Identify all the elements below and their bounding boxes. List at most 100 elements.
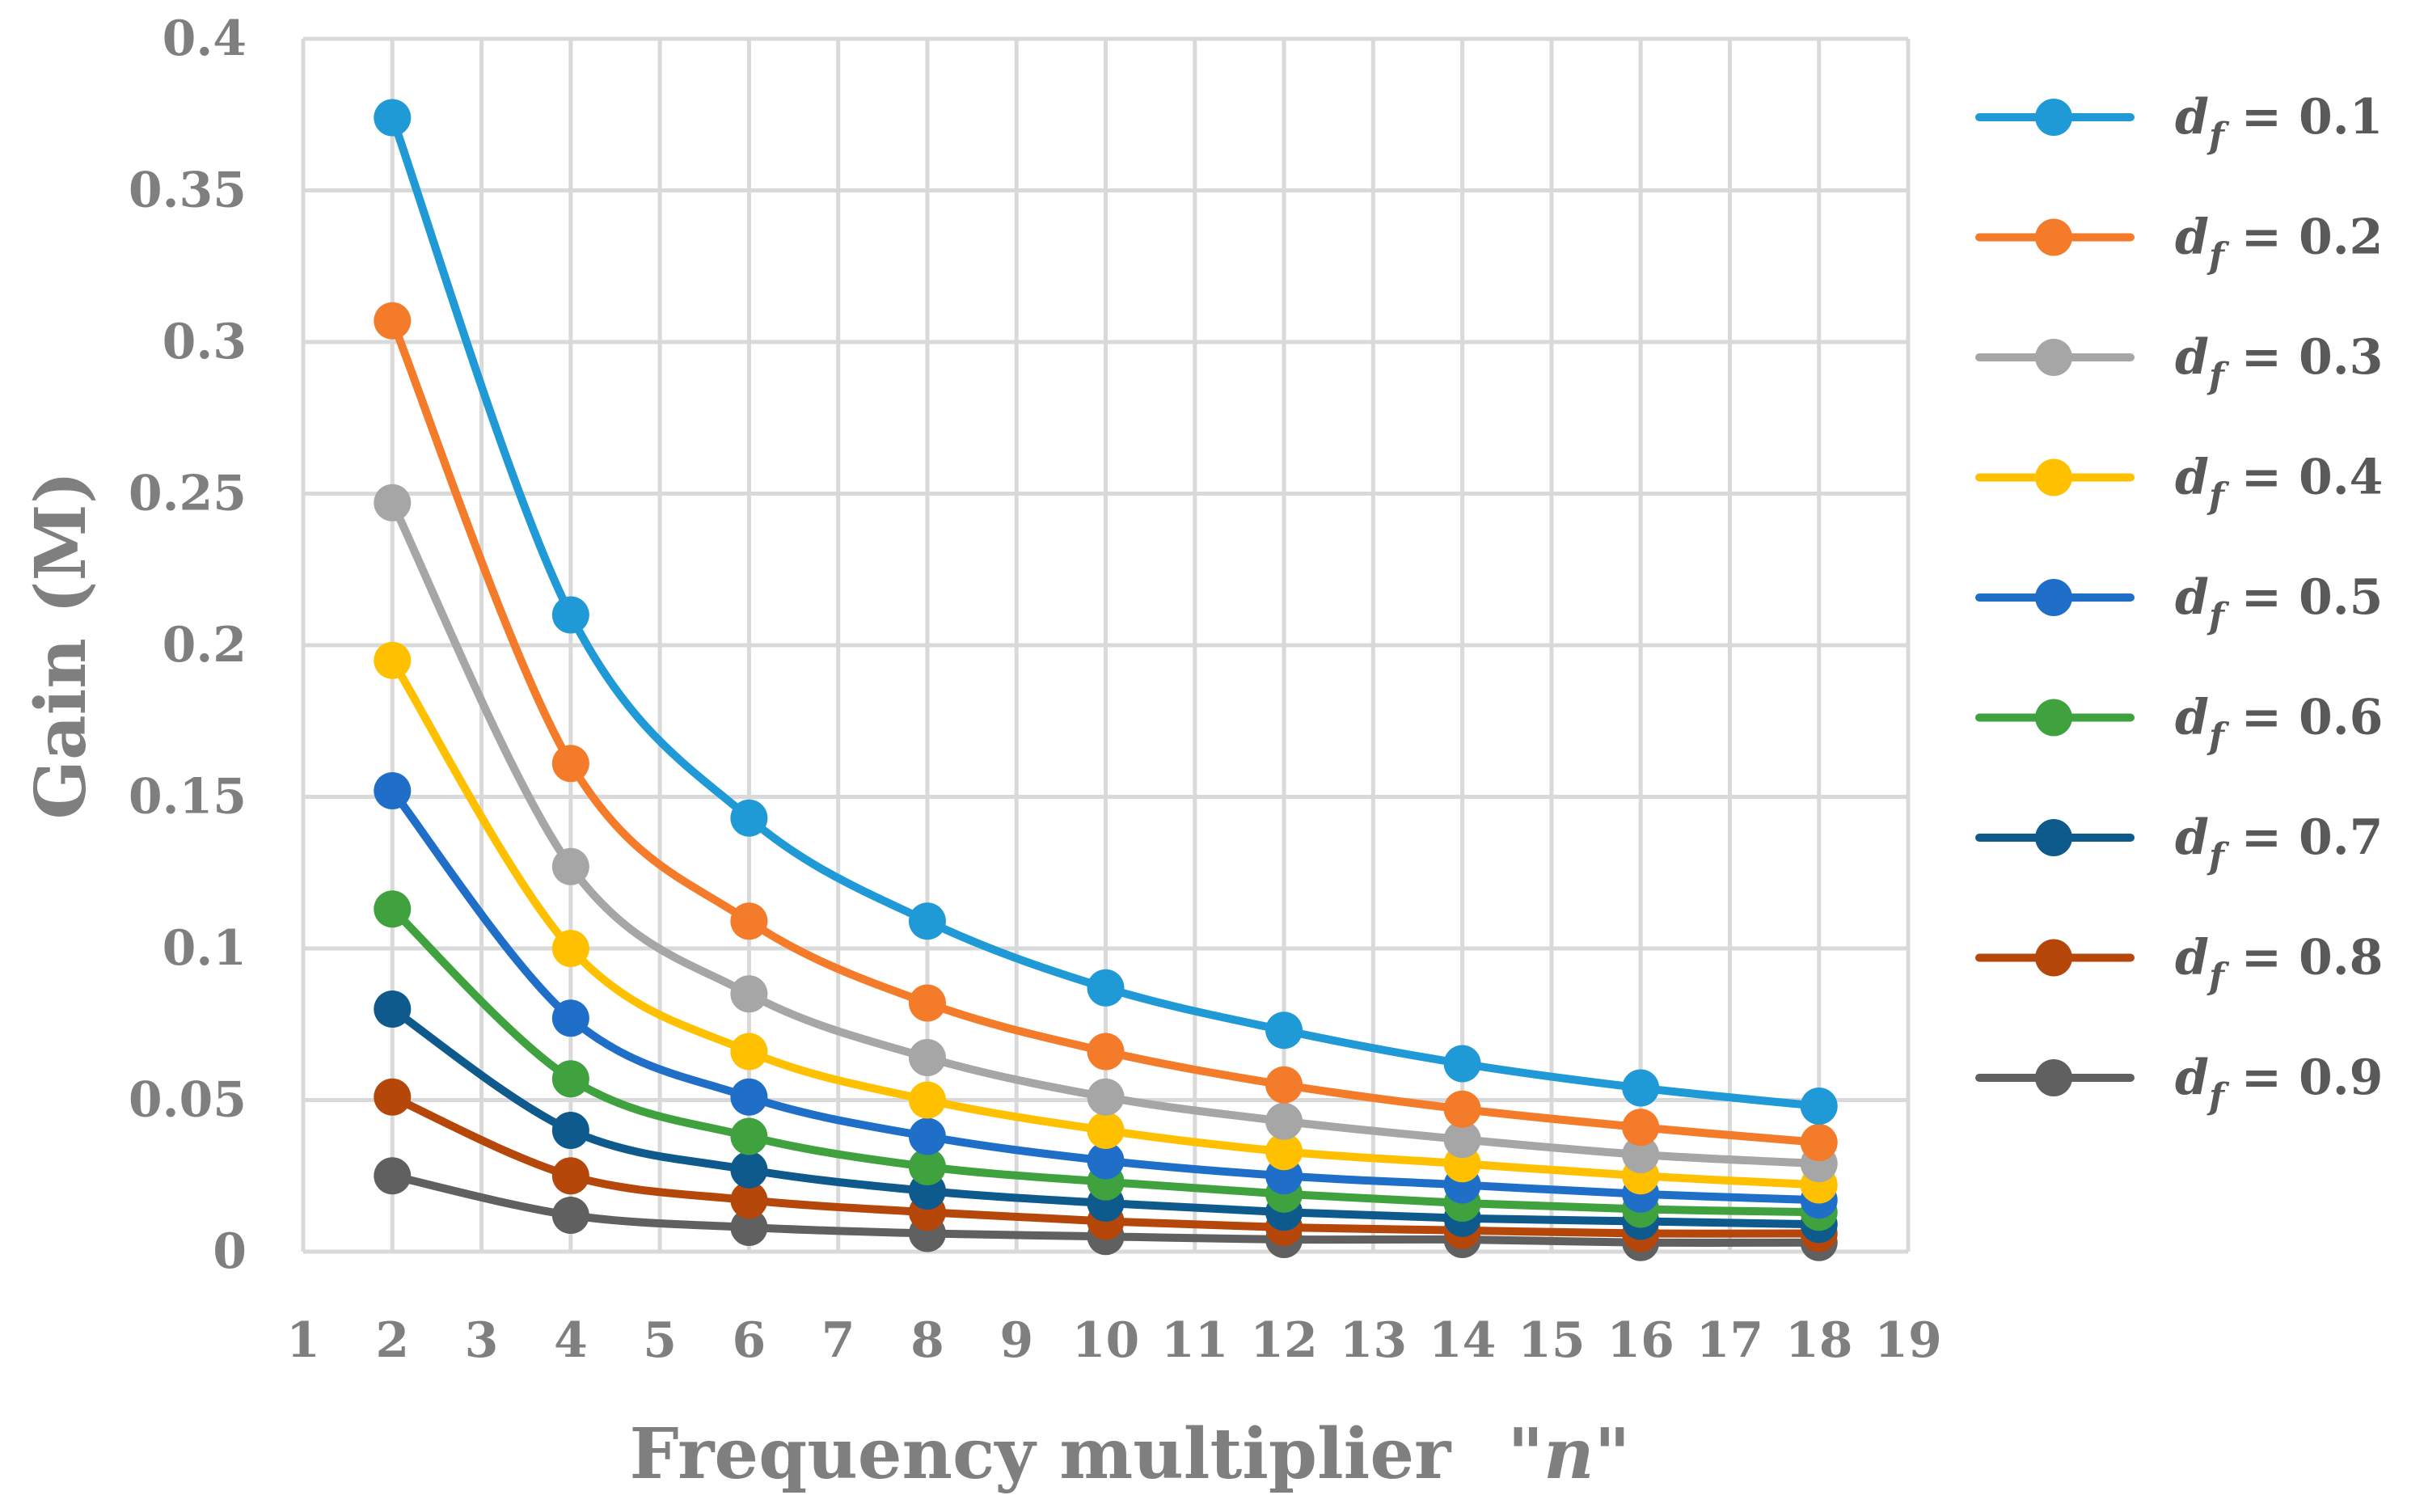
x-axis-label: Frequency multiplier "n": [630, 1413, 1631, 1495]
legend-var: d: [2175, 329, 2209, 386]
data-point: [1443, 1090, 1481, 1128]
series-2: [374, 302, 1838, 1161]
data-point: [551, 1060, 589, 1098]
legend-swatch-marker: [2035, 99, 2072, 136]
x-tick-label: 3: [465, 1312, 499, 1369]
legend-entry: df = 0.5: [1975, 569, 2383, 637]
legend-swatch-marker: [2035, 699, 2072, 737]
x-tick-label: 12: [1250, 1312, 1318, 1369]
x-tick-label: 15: [1518, 1312, 1586, 1369]
legend-var: d: [2175, 809, 2209, 866]
y-tick-label: 0.15: [129, 769, 247, 826]
series-5: [374, 772, 1838, 1219]
x-tick-label: 2: [375, 1312, 409, 1369]
data-point: [730, 1117, 768, 1155]
data-point: [551, 1157, 589, 1195]
legend-swatch-marker: [2035, 218, 2072, 256]
y-tick-label: 0.4: [163, 11, 247, 67]
x-tick-label: 6: [733, 1312, 766, 1369]
legend-value: = 0.9: [2224, 1050, 2383, 1106]
legend-entry: df = 0.4: [1975, 450, 2383, 517]
legend-value: = 0.2: [2224, 209, 2383, 266]
data-point: [1800, 1124, 1838, 1161]
legend-swatch-marker: [2035, 339, 2072, 376]
legend-swatch-marker: [2035, 939, 2072, 977]
x-axis-label-text: Frequency multiplier: [630, 1413, 1453, 1495]
legend-label: df = 0.2: [2175, 209, 2383, 277]
legend-label: df = 0.8: [2175, 930, 2383, 998]
legend: df = 0.1 df = 0.2 df = 0.3 df = 0.4 df = 0.5…: [1975, 89, 2383, 1117]
data-point: [374, 890, 412, 928]
x-tick-label: 4: [554, 1312, 588, 1369]
legend-label: df = 0.4: [2175, 450, 2383, 517]
legend-entry: df = 0.9: [1975, 1050, 2383, 1117]
data-point: [1622, 1069, 1660, 1107]
legend-var: d: [2175, 690, 2209, 746]
data-point: [551, 847, 589, 885]
legend-entry: df = 0.6: [1975, 690, 2383, 758]
series-layer: [374, 99, 1838, 1261]
data-point: [374, 1078, 412, 1116]
legend-var: d: [2175, 930, 2209, 986]
data-point: [730, 902, 768, 940]
y-tick-label: 0.05: [129, 1072, 247, 1129]
x-tick-label: 9: [999, 1312, 1033, 1369]
data-point: [374, 990, 412, 1028]
legend-value: = 0.7: [2224, 809, 2383, 866]
data-point: [551, 1112, 589, 1149]
data-point: [1265, 1102, 1303, 1140]
y-axis-label: Gain (M): [20, 471, 102, 820]
x-tick-label: 14: [1429, 1312, 1497, 1369]
x-tick-label: 13: [1340, 1312, 1408, 1369]
data-point: [1265, 1133, 1303, 1171]
data-point: [374, 1157, 412, 1195]
legend-swatch-marker: [2035, 819, 2072, 856]
data-point: [374, 302, 412, 340]
data-point: [908, 1148, 946, 1185]
data-point: [908, 902, 946, 940]
x-tick-label: 17: [1696, 1312, 1764, 1369]
y-axis-ticks: 0 0.05 0.1 0.15 0.2 0.25 0.3 0.35 0.4: [129, 11, 247, 1280]
series-line: [388, 787, 1823, 1205]
data-point: [551, 1197, 589, 1234]
x-tick-label: 18: [1785, 1312, 1853, 1369]
y-tick-label: 0: [213, 1223, 247, 1280]
data-point: [1622, 1136, 1660, 1173]
legend-entry: df = 0.8: [1975, 930, 2383, 998]
data-point: [374, 641, 412, 679]
series-line: [388, 113, 1823, 1110]
data-point: [1087, 1112, 1125, 1149]
x-tick-label: 8: [910, 1312, 944, 1369]
legend-label: df = 0.1: [2175, 89, 2383, 157]
data-point: [730, 1033, 768, 1071]
y-tick-label: 0.2: [163, 617, 247, 674]
legend-value: = 0.3: [2224, 329, 2383, 386]
data-point: [1443, 1121, 1481, 1159]
legend-value: = 0.5: [2224, 569, 2383, 626]
data-point: [1800, 1088, 1838, 1125]
legend-label: df = 0.9: [2175, 1050, 2383, 1117]
legend-var: d: [2175, 209, 2209, 266]
x-tick-label: 7: [821, 1312, 855, 1369]
data-point: [1087, 969, 1125, 1007]
x-tick-label: 1: [286, 1312, 320, 1369]
series-1: [374, 99, 1838, 1125]
data-point: [551, 930, 589, 967]
data-point: [374, 772, 412, 809]
y-tick-label: 0.25: [129, 466, 247, 522]
y-tick-label: 0.1: [163, 920, 247, 977]
x-tick-label: 10: [1072, 1312, 1140, 1369]
x-axis-label-variable: "n": [1507, 1413, 1630, 1495]
legend-value: = 0.4: [2224, 450, 2383, 506]
data-point: [1265, 1066, 1303, 1104]
data-point: [1622, 1109, 1660, 1147]
legend-label: df = 0.7: [2175, 809, 2383, 877]
legend-var: d: [2175, 89, 2209, 146]
data-point: [374, 99, 412, 137]
data-point: [730, 1151, 768, 1189]
x-axis-ticks: 1 2 3 4 5 6 7 8 9 10 11 12 13 14 15 16 17 18 19: [286, 1312, 1942, 1369]
data-point: [908, 1039, 946, 1076]
data-point: [1265, 1012, 1303, 1050]
legend-var: d: [2175, 569, 2209, 626]
